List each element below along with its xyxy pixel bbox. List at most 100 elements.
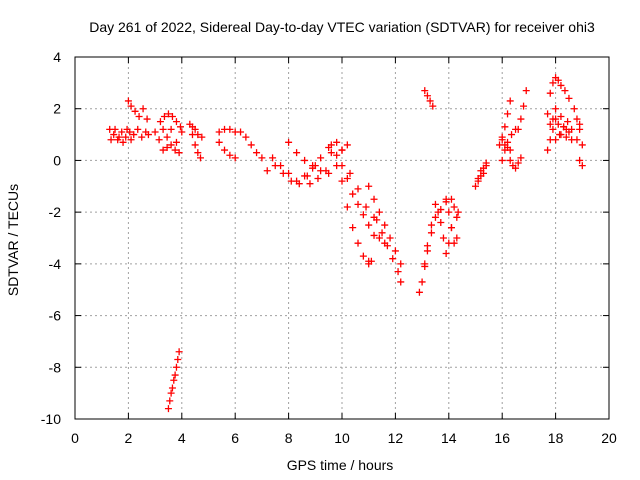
data-point xyxy=(512,164,520,172)
data-point xyxy=(423,92,431,100)
data-point xyxy=(309,162,317,170)
data-point xyxy=(191,125,199,133)
data-point xyxy=(172,118,180,126)
data-point xyxy=(343,175,351,183)
data-point xyxy=(317,154,325,162)
data-point xyxy=(226,125,234,133)
series-arc-05 xyxy=(151,125,186,146)
series-arc-04 xyxy=(130,125,152,141)
data-point xyxy=(258,154,266,162)
data-point xyxy=(167,389,175,397)
data-point xyxy=(119,138,127,146)
y-axis-label: SDTVAR / TECUs xyxy=(5,184,21,296)
data-point xyxy=(159,146,167,154)
y-tick-label: -10 xyxy=(41,411,61,427)
x-tick-label: 0 xyxy=(71,430,79,446)
data-point xyxy=(333,151,341,159)
data-point xyxy=(578,162,586,170)
series-arc-21 xyxy=(421,87,437,110)
data-point xyxy=(557,112,565,120)
data-point xyxy=(365,182,373,190)
x-tick-label: 6 xyxy=(231,430,239,446)
data-point xyxy=(506,146,514,154)
series-arc-16 xyxy=(327,141,373,265)
data-point xyxy=(381,221,389,229)
data-point xyxy=(520,102,528,110)
data-point xyxy=(168,384,176,392)
data-point xyxy=(549,79,557,87)
data-point xyxy=(171,146,179,154)
data-point xyxy=(389,255,397,263)
data-point xyxy=(427,229,435,237)
data-point xyxy=(431,200,439,208)
chart-title: Day 261 of 2022, Sidereal Day-to-day VTE… xyxy=(89,19,595,35)
data-point xyxy=(557,81,565,89)
data-point xyxy=(434,208,442,216)
data-point xyxy=(156,118,164,126)
y-tick-labels: -10 -8 -6 -4 -2 0 2 4 xyxy=(41,49,61,427)
series-arc-26 xyxy=(447,195,462,221)
series-arc-10 xyxy=(215,125,266,162)
data-point xyxy=(453,213,461,221)
data-point xyxy=(437,218,445,226)
x-tick-label: 2 xyxy=(125,430,133,446)
y-tick-label: -8 xyxy=(49,359,62,375)
data-point xyxy=(421,87,429,95)
data-point xyxy=(365,221,373,229)
series-arc-40 xyxy=(164,348,183,413)
data-point xyxy=(143,115,151,123)
data-point xyxy=(378,229,386,237)
data-point xyxy=(568,125,576,133)
data-point xyxy=(544,146,552,154)
data-point xyxy=(122,133,130,141)
data-point xyxy=(194,131,202,139)
data-point xyxy=(123,125,131,133)
data-point xyxy=(431,213,439,221)
y-tick-label: -4 xyxy=(49,256,62,272)
data-point xyxy=(445,208,453,216)
data-point xyxy=(322,167,330,175)
data-point xyxy=(130,131,138,139)
data-point xyxy=(421,260,429,268)
data-point xyxy=(144,131,152,139)
data-point xyxy=(164,110,172,118)
data-point xyxy=(327,149,335,157)
data-point xyxy=(124,97,132,105)
data-point xyxy=(565,94,573,102)
data-point xyxy=(118,128,126,136)
series-arc-17 xyxy=(338,162,389,247)
data-point xyxy=(293,149,301,157)
data-point xyxy=(450,239,458,247)
data-point xyxy=(367,257,375,265)
data-point xyxy=(221,146,229,154)
data-point xyxy=(375,234,383,242)
data-point xyxy=(394,268,402,276)
data-point xyxy=(573,136,581,144)
data-point xyxy=(375,208,383,216)
data-point xyxy=(111,125,119,133)
data-point xyxy=(391,247,399,255)
data-point xyxy=(506,97,514,105)
data-point xyxy=(359,252,367,260)
data-point xyxy=(362,203,370,211)
data-point xyxy=(544,110,552,118)
data-point xyxy=(172,363,180,371)
data-point xyxy=(327,141,335,149)
y-tick-label: -2 xyxy=(49,204,62,220)
data-point xyxy=(138,133,146,141)
series-arc-28 xyxy=(474,159,490,185)
data-point xyxy=(131,107,139,115)
x-tick-label: 14 xyxy=(441,430,457,446)
data-point xyxy=(447,195,455,203)
data-point xyxy=(514,159,522,167)
data-point xyxy=(442,250,450,258)
data-point xyxy=(397,278,405,286)
y-tick-label: 0 xyxy=(53,152,61,168)
x-tick-label: 8 xyxy=(285,430,293,446)
data-point xyxy=(160,112,168,120)
data-point xyxy=(127,102,135,110)
x-tick-labels: 0 2 4 6 8 10 12 14 16 18 20 xyxy=(71,430,617,446)
data-point xyxy=(354,239,362,247)
data-point xyxy=(293,177,301,185)
